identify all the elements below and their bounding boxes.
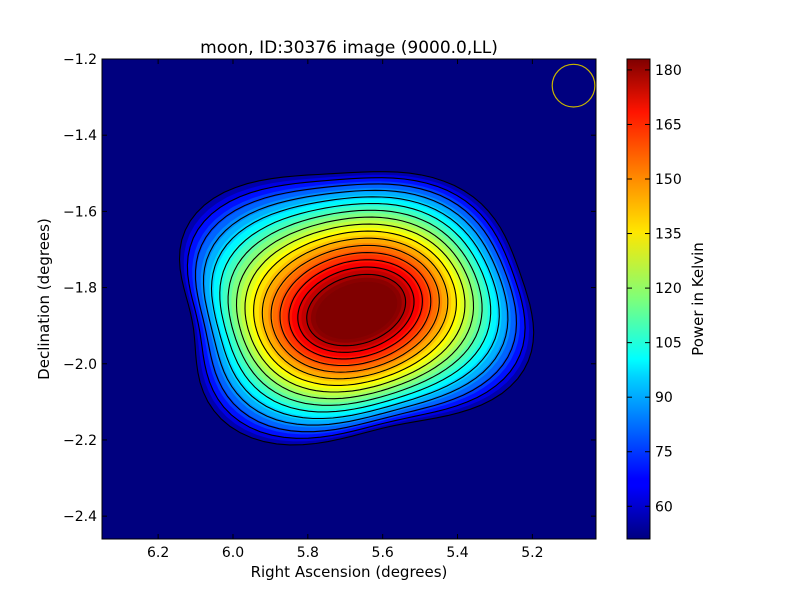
contour-line <box>279 252 432 367</box>
y-axis-ticks: −1.2 −1.4 −1.6 −1.8 −2.0 −2.2 −2.4 <box>63 52 596 525</box>
colorbar-tick-label: 75 <box>655 445 673 461</box>
colorbar-tick-label: 90 <box>655 390 673 406</box>
contour-line <box>186 177 526 439</box>
colorbar-tick-label: 180 <box>655 63 682 79</box>
colorbar <box>626 58 651 540</box>
x-tick-label: 6.0 <box>222 545 244 561</box>
y-tick-label: −1.4 <box>63 128 97 144</box>
contour-line <box>227 209 483 406</box>
y-tick-label: −2.0 <box>63 357 97 373</box>
x-axis-label: Right Ascension (degrees) <box>251 563 448 581</box>
chart-title: moon, ID:30376 image (9000.0,LL) <box>200 38 498 58</box>
y-tick-label: −1.8 <box>63 281 97 297</box>
contour-line <box>219 202 492 413</box>
contour-line <box>178 171 535 446</box>
contour-line <box>194 183 518 433</box>
colorbar-ticks: 60 75 90 105 120 135 150 165 180 <box>627 63 682 515</box>
colorbar-tick-label: 105 <box>655 336 682 352</box>
plot-frame <box>101 58 597 540</box>
colorbar-tick-label: 60 <box>655 499 673 515</box>
x-tick-label: 5.2 <box>521 545 543 561</box>
contour-line <box>244 223 466 393</box>
x-tick-label: 5.6 <box>372 545 394 561</box>
colorbar-tick-label: 165 <box>655 117 682 133</box>
colorbar-label: Power in Kelvin <box>689 242 707 356</box>
y-tick-label: −1.2 <box>63 52 97 68</box>
contour-line <box>270 244 440 373</box>
beam-marker <box>551 63 596 108</box>
contour-line <box>202 189 509 426</box>
colorbar-tick-label: 120 <box>655 281 682 297</box>
x-tick-label: 5.8 <box>297 545 319 561</box>
y-tick-label: −1.6 <box>63 204 97 220</box>
contour-line <box>210 196 500 420</box>
contour-line <box>288 259 423 360</box>
y-tick-label: −2.2 <box>63 433 97 449</box>
contour-line <box>235 216 475 400</box>
contour-line <box>306 273 407 347</box>
contour-line <box>261 237 449 380</box>
x-axis-ticks: 6.2 6.0 5.8 5.6 5.4 5.2 <box>147 59 544 561</box>
y-axis-label: Declination (degrees) <box>35 218 53 380</box>
colorbar-tick-label: 150 <box>655 172 682 188</box>
contour-line <box>253 230 457 386</box>
contour-layer <box>178 171 535 446</box>
color-band <box>315 281 398 340</box>
contour-line <box>297 266 415 353</box>
x-tick-label: 5.4 <box>446 545 468 561</box>
y-tick-label: −2.4 <box>63 509 97 525</box>
colorbar-tick-label: 135 <box>655 227 682 243</box>
x-tick-label: 6.2 <box>147 545 169 561</box>
